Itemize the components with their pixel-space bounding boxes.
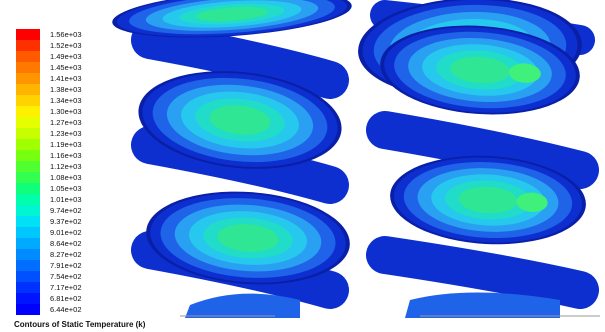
legend-swatch [16, 205, 40, 216]
legend-swatch [16, 183, 40, 194]
legend-label: 1.30e+03 [50, 107, 82, 116]
legend-label: 1.45e+03 [50, 63, 82, 72]
legend-swatch [16, 304, 40, 315]
legend-swatch [16, 106, 40, 117]
legend-label: 1.38e+03 [50, 85, 82, 94]
screw-root [185, 293, 300, 318]
contour-band [209, 105, 271, 135]
legend-label: 1.56e+03 [50, 30, 82, 39]
legend-swatch [16, 238, 40, 249]
legend-swatch [16, 40, 40, 51]
legend-label: 7.17e+02 [50, 283, 82, 292]
legend-label: 9.74e+02 [50, 206, 82, 215]
legend-label: 1.16e+03 [50, 151, 82, 160]
legend-swatch [16, 194, 40, 205]
legend-label: 1.34e+03 [50, 96, 82, 105]
legend-swatch [16, 293, 40, 304]
hot-spot [508, 63, 541, 83]
screw-flight [366, 111, 599, 189]
legend-swatch [16, 260, 40, 271]
legend-swatch [16, 139, 40, 150]
legend-swatch [16, 161, 40, 172]
legend-label: 1.41e+03 [50, 74, 82, 83]
legend-label: 1.49e+03 [50, 52, 82, 61]
legend-swatch [16, 282, 40, 293]
legend-label: 8.27e+02 [50, 250, 82, 259]
legend-label: 1.08e+03 [50, 173, 82, 182]
legend-label: 1.52e+03 [50, 41, 82, 50]
contour-band [450, 56, 510, 84]
legend-swatch [16, 128, 40, 139]
legend-label: 1.27e+03 [50, 118, 82, 127]
legend-label: 9.01e+02 [50, 228, 82, 237]
contour-band [458, 186, 518, 214]
legend-label: 1.19e+03 [50, 140, 82, 149]
legend-swatch [16, 84, 40, 95]
legend-swatch [16, 117, 40, 128]
legend-label: 7.91e+02 [50, 261, 82, 270]
legend-swatch [16, 62, 40, 73]
legend-swatch [16, 249, 40, 260]
legend-label: 8.64e+02 [50, 239, 82, 248]
legend-label: 7.54e+02 [50, 272, 82, 281]
legend-label: 6.44e+02 [50, 305, 82, 314]
legend-swatch [16, 271, 40, 282]
contour-band [196, 6, 268, 22]
plot-caption: Contours of Static Temperature (k) [14, 320, 146, 329]
hot-spot [516, 192, 548, 213]
legend-label: 9.37e+02 [50, 217, 82, 226]
legend-swatch [16, 227, 40, 238]
legend-label: 6.81e+02 [50, 294, 82, 303]
legend-swatch [16, 73, 40, 84]
legend-swatch [16, 150, 40, 161]
legend-swatch [16, 29, 40, 40]
right-screw [358, 0, 600, 318]
legend-swatch [16, 51, 40, 62]
contour-band [217, 224, 279, 252]
screw-flight [366, 236, 599, 309]
legend-label: 1.23e+03 [50, 129, 82, 138]
color-legend: 1.56e+03 1.52e+03 1.49e+03 1.45e+03 1.41e+03… [0, 0, 100, 332]
legend-label: 1.12e+03 [50, 162, 82, 171]
screw-flight [131, 21, 349, 99]
legend-label: 1.01e+03 [50, 195, 82, 204]
legend-swatch [16, 216, 40, 227]
screw-root [405, 292, 560, 318]
left-screw [112, 0, 352, 318]
legend-label: 1.05e+03 [50, 184, 82, 193]
legend-swatch [16, 95, 40, 106]
legend-swatch [16, 172, 40, 183]
